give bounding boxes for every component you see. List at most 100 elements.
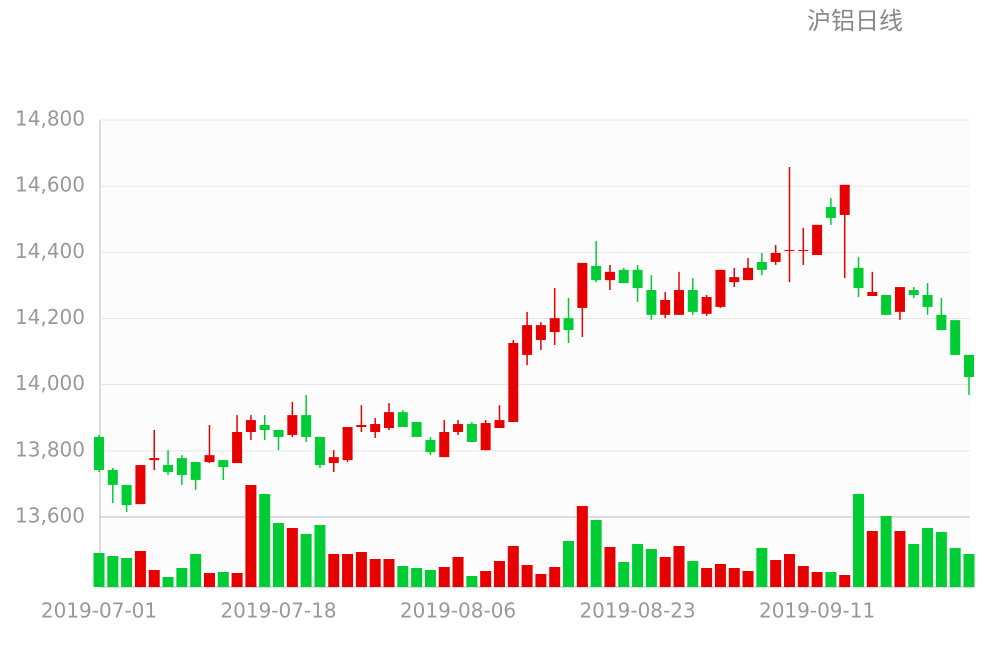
candle-body [646, 290, 657, 315]
candle-body [163, 465, 174, 473]
volume-bar [286, 528, 298, 587]
volume-bar [783, 554, 795, 587]
y-tick-label: 14,000 [15, 371, 85, 395]
candle-body [135, 465, 146, 505]
volume-bar [245, 485, 257, 587]
volume-bar [493, 561, 505, 587]
candle-body [121, 484, 132, 506]
volume-bar [935, 532, 947, 587]
volume-bar [853, 494, 865, 587]
volume-bar [963, 554, 975, 587]
volume-bar [507, 546, 519, 587]
candle-body [701, 296, 712, 314]
candle-body [522, 325, 533, 355]
volume-bar [93, 553, 105, 587]
candle-body [894, 287, 905, 312]
candle-body [922, 295, 933, 307]
volume-bar [466, 576, 478, 587]
volume-bar [866, 531, 878, 587]
candle-body [908, 290, 919, 296]
volume-bar [770, 560, 782, 587]
volume-bar [825, 572, 837, 587]
candle-body [218, 460, 229, 468]
candle-body [756, 261, 767, 270]
volume-bar [369, 559, 381, 587]
y-tick-label: 14,800 [15, 107, 85, 131]
volume-bar [590, 520, 602, 587]
volume-bar [908, 544, 920, 587]
x-tick-label: 2019-08-06 [400, 599, 516, 623]
candle-body [397, 412, 408, 428]
volume-bar [535, 574, 547, 587]
volume-bar [604, 547, 616, 587]
volume-bar [314, 525, 326, 587]
candle-body [411, 422, 422, 437]
candle-body [591, 265, 602, 281]
candle-body [660, 299, 671, 315]
candle-body [301, 415, 312, 437]
candle-body [245, 420, 256, 432]
volume-bar [714, 564, 726, 587]
y-tick-label: 13,800 [15, 437, 85, 461]
candle-body [273, 429, 284, 437]
candle-body [480, 423, 491, 451]
volume-bar [107, 556, 119, 587]
candle-body [604, 271, 615, 281]
volume-bar [949, 548, 961, 587]
candle-body [232, 431, 243, 464]
y-tick-label: 14,200 [15, 305, 85, 329]
candle-body [176, 458, 187, 475]
candle-body [798, 250, 809, 252]
volume-bar [894, 531, 906, 587]
y-tick-label: 14,400 [15, 239, 85, 263]
candle-body [674, 290, 684, 315]
volume-bar [328, 554, 340, 587]
y-tick-label: 13,600 [15, 504, 85, 528]
volume-bar [728, 568, 740, 587]
candle-body [812, 224, 823, 255]
y-tick-label: 14,600 [15, 173, 85, 197]
candle-body [618, 269, 629, 284]
candle-body [839, 184, 850, 215]
candle-body [743, 267, 754, 281]
candle-body [687, 290, 698, 312]
volume-bar [273, 523, 285, 587]
candle-body [466, 424, 477, 442]
candle-body [328, 457, 339, 464]
volume-bar [811, 572, 823, 587]
candle-body [356, 425, 367, 428]
x-tick-label: 2019-07-01 [41, 599, 157, 623]
candle-body [259, 425, 270, 430]
volume-bar [355, 552, 367, 587]
volume-bar [176, 568, 188, 587]
volume-bar [797, 566, 809, 587]
plot-area [100, 120, 970, 587]
volume-bar [411, 568, 423, 587]
candle-body [563, 318, 574, 331]
candle-body [936, 314, 947, 331]
candle-body [342, 427, 353, 461]
volume-bar [190, 554, 202, 587]
volume-bar [342, 554, 354, 587]
volume-bar [687, 561, 699, 587]
volume-bar [424, 570, 436, 587]
volume-bar [383, 559, 395, 587]
candle-body [439, 431, 450, 458]
volume-bar [148, 570, 160, 587]
volume-bar [756, 548, 768, 587]
volume-bar [203, 573, 215, 587]
candle-body [425, 439, 436, 453]
candle-body [715, 269, 726, 307]
volume-bar [259, 494, 271, 587]
candle-body [94, 436, 104, 471]
candle-body [190, 462, 201, 480]
candle-body [453, 424, 464, 432]
volume-bar [397, 566, 409, 587]
candle-body [370, 424, 381, 432]
volume-bar [645, 549, 657, 587]
candle-body [384, 412, 394, 429]
candle-body [508, 342, 519, 423]
candle-body [204, 455, 215, 463]
candle-body [287, 415, 298, 435]
